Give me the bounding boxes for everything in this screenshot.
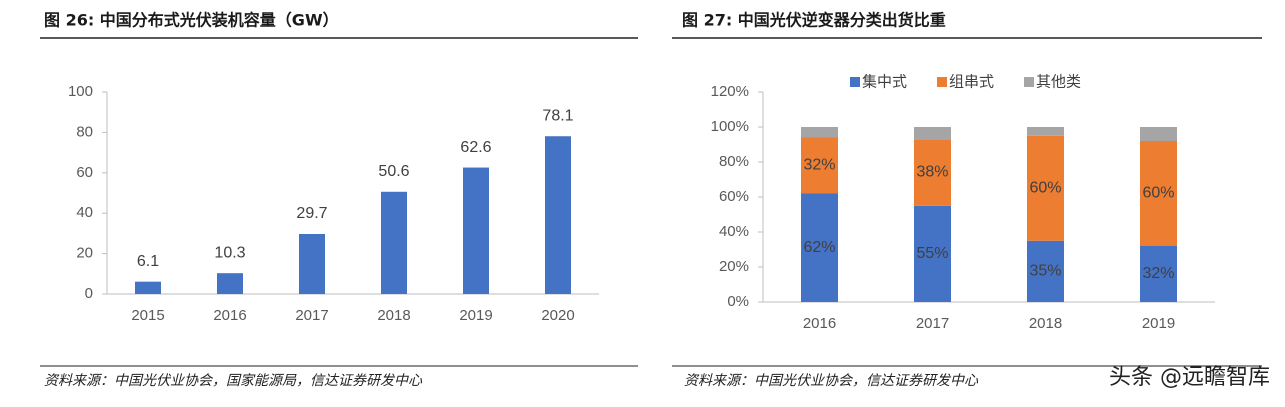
legend-swatch bbox=[850, 77, 860, 87]
bar-segment bbox=[1140, 127, 1177, 141]
chart-title: 图 26: 中国分布式光伏装机容量（GW） bbox=[44, 11, 339, 30]
bar-segment bbox=[801, 127, 838, 138]
data-label: 38% bbox=[916, 164, 948, 181]
chart-title: 图 27: 中国光伏逆变器分类出货比重 bbox=[682, 11, 946, 30]
bar bbox=[545, 136, 571, 294]
y-tick-label: 100 bbox=[68, 83, 93, 100]
x-tick-label: 2017 bbox=[295, 307, 328, 324]
x-tick-label: 2018 bbox=[377, 307, 410, 324]
x-tick-label: 2019 bbox=[1142, 315, 1175, 332]
bar-segment bbox=[1140, 141, 1177, 246]
data-label: 60% bbox=[1029, 179, 1061, 196]
bar bbox=[463, 167, 489, 294]
x-tick-label: 2018 bbox=[1029, 315, 1062, 332]
bar-segment bbox=[914, 139, 951, 206]
source: 资料来源：中国光伏业协会，国家能源局，信达证券研发中心 bbox=[44, 373, 423, 389]
y-tick-label: 100% bbox=[711, 118, 749, 135]
y-tick-label: 20% bbox=[719, 258, 749, 275]
x-tick-label: 2019 bbox=[459, 307, 492, 324]
bar bbox=[381, 191, 407, 294]
legend-swatch bbox=[937, 77, 947, 87]
bar-segment bbox=[801, 137, 838, 194]
data-label: 32% bbox=[1142, 265, 1174, 282]
legend-swatch bbox=[1024, 77, 1034, 87]
source: 资料来源：中国光伏业协会，信达证券研发中心 bbox=[684, 373, 979, 389]
bar-segment bbox=[1027, 135, 1064, 241]
data-label: 62% bbox=[803, 239, 835, 256]
y-tick-label: 40% bbox=[719, 223, 749, 240]
bar-segment bbox=[914, 205, 951, 302]
data-label: 55% bbox=[916, 245, 948, 262]
x-tick-label: 2015 bbox=[131, 307, 164, 324]
bar bbox=[299, 234, 325, 294]
bar bbox=[217, 273, 243, 294]
data-label: 78.1 bbox=[542, 107, 573, 124]
data-label: 62.6 bbox=[460, 139, 491, 156]
legend-label: 组串式 bbox=[949, 73, 994, 91]
x-tick-label: 2020 bbox=[541, 307, 574, 324]
bar-segment bbox=[801, 193, 838, 302]
x-tick-label: 2016 bbox=[213, 307, 246, 324]
data-label: 32% bbox=[803, 157, 835, 174]
bar bbox=[135, 281, 161, 294]
legend-label: 集中式 bbox=[862, 73, 907, 91]
watermark: 头条 @远瞻智库 bbox=[1109, 365, 1270, 390]
legend-label: 其他类 bbox=[1036, 73, 1081, 91]
data-label: 10.3 bbox=[214, 244, 245, 261]
bar-segment bbox=[914, 127, 951, 140]
data-label: 6.1 bbox=[137, 253, 159, 270]
bar-segment bbox=[1027, 127, 1064, 136]
data-label: 29.7 bbox=[296, 205, 327, 222]
y-tick-label: 120% bbox=[711, 83, 749, 100]
y-tick-label: 20 bbox=[76, 245, 93, 262]
data-label: 60% bbox=[1142, 185, 1174, 202]
y-tick-label: 0% bbox=[727, 293, 749, 310]
y-tick-label: 80% bbox=[719, 153, 749, 170]
x-tick-label: 2017 bbox=[916, 315, 949, 332]
y-tick-label: 60 bbox=[76, 164, 93, 181]
y-tick-label: 60% bbox=[719, 188, 749, 205]
data-label: 50.6 bbox=[378, 163, 409, 180]
bar-segment bbox=[1140, 246, 1177, 302]
x-tick-label: 2016 bbox=[803, 315, 836, 332]
y-tick-label: 40 bbox=[76, 204, 93, 221]
bar-segment bbox=[1027, 240, 1064, 302]
data-label: 35% bbox=[1029, 263, 1061, 280]
y-tick-label: 0 bbox=[85, 285, 93, 302]
y-tick-label: 80 bbox=[76, 123, 93, 140]
